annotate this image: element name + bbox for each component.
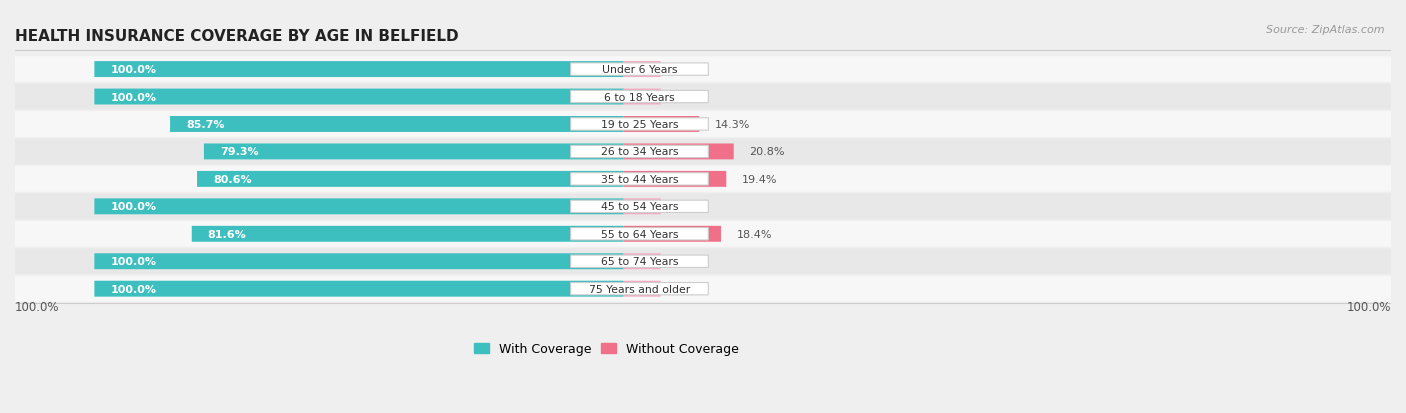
Text: 79.3%: 79.3% — [219, 147, 259, 157]
Text: 100.0%: 100.0% — [15, 300, 59, 313]
FancyBboxPatch shape — [624, 117, 699, 133]
Text: 81.6%: 81.6% — [208, 229, 246, 239]
Text: 100.0%: 100.0% — [110, 92, 156, 102]
FancyBboxPatch shape — [571, 201, 709, 213]
Text: 100.0%: 100.0% — [110, 256, 156, 266]
Text: 100.0%: 100.0% — [110, 65, 156, 75]
FancyBboxPatch shape — [15, 221, 1391, 247]
FancyBboxPatch shape — [571, 173, 709, 185]
FancyBboxPatch shape — [204, 144, 624, 160]
FancyBboxPatch shape — [94, 281, 624, 297]
FancyBboxPatch shape — [624, 89, 661, 105]
FancyBboxPatch shape — [15, 194, 1391, 220]
Text: 0.0%: 0.0% — [676, 65, 704, 75]
FancyBboxPatch shape — [197, 171, 624, 188]
FancyBboxPatch shape — [15, 139, 1391, 165]
FancyBboxPatch shape — [571, 283, 709, 295]
FancyBboxPatch shape — [94, 254, 624, 270]
Text: 100.0%: 100.0% — [110, 284, 156, 294]
Text: 35 to 44 Years: 35 to 44 Years — [600, 174, 678, 185]
Text: 20.8%: 20.8% — [749, 147, 785, 157]
Text: 0.0%: 0.0% — [676, 256, 704, 266]
Text: 85.7%: 85.7% — [186, 120, 225, 130]
Text: 45 to 54 Years: 45 to 54 Years — [600, 202, 678, 212]
FancyBboxPatch shape — [15, 249, 1391, 275]
FancyBboxPatch shape — [624, 62, 661, 78]
FancyBboxPatch shape — [624, 199, 661, 215]
Text: Source: ZipAtlas.com: Source: ZipAtlas.com — [1267, 25, 1385, 35]
Text: 0.0%: 0.0% — [676, 284, 704, 294]
Text: Under 6 Years: Under 6 Years — [602, 65, 678, 75]
FancyBboxPatch shape — [15, 276, 1391, 302]
FancyBboxPatch shape — [624, 226, 721, 242]
Text: 100.0%: 100.0% — [1347, 300, 1391, 313]
FancyBboxPatch shape — [15, 166, 1391, 192]
FancyBboxPatch shape — [94, 62, 624, 78]
FancyBboxPatch shape — [571, 64, 709, 76]
Text: 75 Years and older: 75 Years and older — [589, 284, 690, 294]
FancyBboxPatch shape — [624, 254, 661, 270]
FancyBboxPatch shape — [571, 256, 709, 268]
FancyBboxPatch shape — [571, 91, 709, 103]
Text: 100.0%: 100.0% — [110, 202, 156, 212]
FancyBboxPatch shape — [624, 281, 661, 297]
Text: 80.6%: 80.6% — [212, 174, 252, 185]
Text: 26 to 34 Years: 26 to 34 Years — [600, 147, 678, 157]
FancyBboxPatch shape — [624, 171, 727, 188]
FancyBboxPatch shape — [191, 226, 624, 242]
Text: 0.0%: 0.0% — [676, 92, 704, 102]
Text: 14.3%: 14.3% — [716, 120, 751, 130]
Text: 19 to 25 Years: 19 to 25 Years — [600, 120, 678, 130]
Text: 19.4%: 19.4% — [742, 174, 778, 185]
FancyBboxPatch shape — [571, 146, 709, 158]
FancyBboxPatch shape — [94, 89, 624, 105]
Text: 6 to 18 Years: 6 to 18 Years — [605, 92, 675, 102]
FancyBboxPatch shape — [624, 144, 734, 160]
Text: 18.4%: 18.4% — [737, 229, 772, 239]
Text: HEALTH INSURANCE COVERAGE BY AGE IN BELFIELD: HEALTH INSURANCE COVERAGE BY AGE IN BELF… — [15, 29, 458, 44]
FancyBboxPatch shape — [94, 199, 624, 215]
FancyBboxPatch shape — [15, 112, 1391, 138]
FancyBboxPatch shape — [15, 57, 1391, 83]
Legend: With Coverage, Without Coverage: With Coverage, Without Coverage — [470, 337, 744, 360]
Text: 55 to 64 Years: 55 to 64 Years — [600, 229, 678, 239]
Text: 65 to 74 Years: 65 to 74 Years — [600, 256, 678, 266]
FancyBboxPatch shape — [571, 119, 709, 131]
FancyBboxPatch shape — [15, 84, 1391, 110]
FancyBboxPatch shape — [571, 228, 709, 240]
Text: 0.0%: 0.0% — [676, 202, 704, 212]
FancyBboxPatch shape — [170, 117, 624, 133]
